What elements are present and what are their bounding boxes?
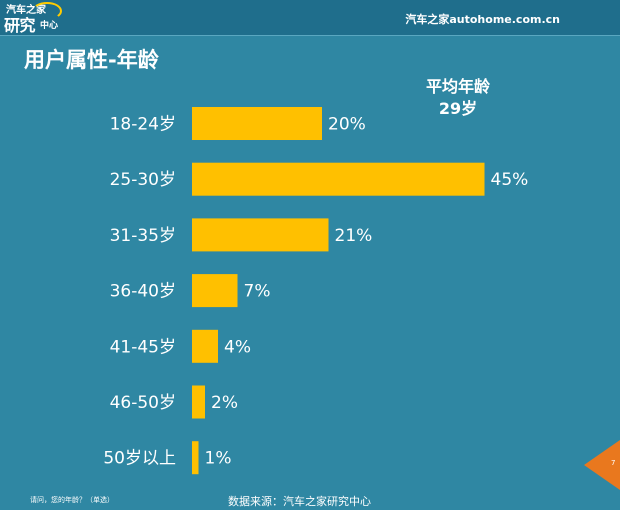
category-label: 18-24岁 — [110, 115, 176, 135]
logo-swoosh-icon — [32, 2, 62, 20]
category-label: 46-50岁 — [110, 393, 176, 413]
survey-question: 请问，您的年龄？（单选） — [30, 496, 114, 504]
value-label: 4% — [224, 337, 251, 357]
bar — [192, 441, 199, 475]
research-center-logo: 汽车之家 研究 中心 — [2, 0, 62, 35]
bar — [192, 107, 322, 140]
page-title: 用户属性-年龄 — [24, 48, 159, 72]
logo-line2: 研究 — [4, 16, 36, 35]
value-label: 45% — [491, 170, 529, 190]
category-label: 25-30岁 — [110, 170, 176, 190]
category-label: 41-45岁 — [110, 337, 176, 357]
average-age-label: 平均年龄 — [425, 77, 490, 96]
logo-line1: 汽车之家 — [6, 5, 46, 16]
bar — [192, 218, 329, 252]
bar — [192, 162, 485, 196]
category-label: 31-35岁 — [110, 226, 176, 246]
value-label: 21% — [335, 226, 373, 246]
page-number-badge: 7 — [584, 440, 620, 490]
average-age: 平均年龄 29岁 — [398, 76, 518, 120]
page-arrow-icon — [584, 440, 620, 490]
data-source: 数据来源：汽车之家研究中心 — [228, 495, 371, 508]
top-bar: 汽车之家 研究 中心 汽车之家autohome.com.cn — [0, 0, 620, 36]
bar — [192, 385, 205, 419]
average-age-value: 29岁 — [438, 99, 478, 118]
bar — [192, 274, 238, 308]
category-label: 50岁以上 — [103, 449, 176, 469]
value-label: 2% — [211, 393, 238, 413]
value-label: 1% — [205, 449, 232, 469]
value-label: 20% — [328, 115, 366, 135]
value-label: 7% — [244, 282, 271, 302]
logo-line3: 中心 — [40, 21, 59, 31]
page-number: 7 — [611, 459, 616, 467]
category-label: 36-40岁 — [110, 282, 176, 302]
bar — [192, 329, 218, 363]
site-name: 汽车之家autohome.com.cn — [405, 13, 560, 26]
